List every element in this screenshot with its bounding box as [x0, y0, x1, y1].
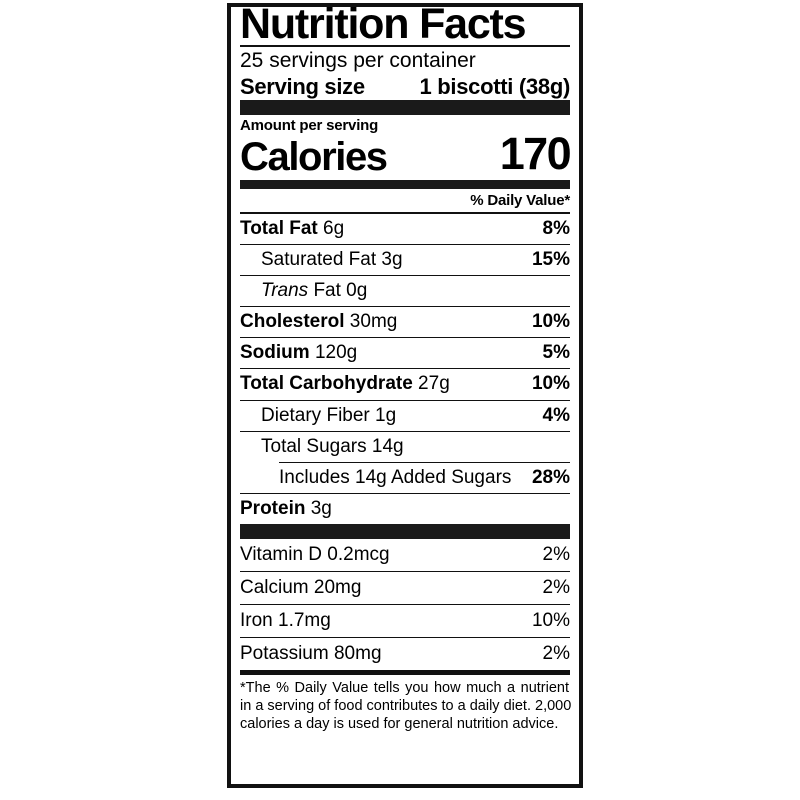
divider-row — [240, 430, 570, 432]
nutrient-name-bold: Sodium — [240, 342, 310, 364]
divider-row — [240, 570, 570, 572]
nutrient-name-bold: Total Carbohydrate — [240, 373, 413, 395]
divider-under-title — [240, 45, 570, 48]
vitamin-name-vitamin-d: Vitamin D 0.2mcg — [240, 543, 390, 565]
divider-row — [240, 275, 570, 277]
vitamin-row-vitamin-d: Vitamin D 0.2mcg 2% — [240, 539, 570, 571]
nutrient-name-dietary-fiber: Dietary Fiber 1g — [261, 404, 397, 426]
nutrient-row-dietary-fiber: Dietary Fiber 1g 4% — [240, 401, 570, 431]
calories-label: Calories — [240, 134, 388, 179]
nutrient-dv-cholesterol: 10% — [531, 311, 570, 333]
divider-under-calories — [240, 179, 570, 189]
nutrient-name-bold: Total Fat — [240, 218, 318, 240]
divider-row — [240, 492, 570, 494]
nutrient-dv-dietary-fiber: 4% — [542, 404, 570, 426]
nutrient-name-saturated-fat: Saturated Fat 3g — [261, 249, 403, 271]
footnote-line-2: in a serving of food contributes to a da… — [240, 698, 572, 715]
divider-row — [240, 399, 570, 401]
vitamin-name-potassium: Potassium 80mg — [240, 642, 382, 664]
nutrient-name-protein: Protein 3g — [240, 498, 332, 520]
serving-size-label: Serving size — [240, 73, 365, 99]
nutrient-row-trans-fat: Trans Fat 0g — [240, 276, 570, 306]
vitamin-row-calcium: Calcium 20mg 2% — [240, 572, 570, 604]
nutrition-facts-label: Nutrition Facts 25 servings per containe… — [227, 0, 583, 788]
calories-value: 170 — [499, 128, 572, 180]
divider-above-footnote — [240, 669, 570, 675]
vitamin-dv-vitamin-d: 2% — [542, 543, 570, 565]
nutrient-row-saturated-fat: Saturated Fat 3g 15% — [240, 245, 570, 275]
serving-size-value: 1 biscotti (38g) — [419, 73, 571, 99]
footnote-line-1: *The % Daily Value tells you how much a … — [240, 679, 569, 696]
nutrient-dv-saturated-fat: 15% — [531, 249, 570, 271]
divider-row — [240, 636, 570, 638]
label-title: Nutrition Facts — [240, 0, 527, 48]
nutrient-dv-added-sugars: 28% — [531, 466, 570, 488]
nutrient-name-trans-fat: Trans Fat 0g — [240, 280, 367, 302]
nutrient-name-total-sugars: Total Sugars 14g — [261, 435, 404, 457]
nutrient-name-bold: Protein — [240, 497, 306, 519]
nutrient-name-rest: 27g — [412, 373, 450, 395]
vitamin-dv-calcium: 2% — [542, 576, 570, 598]
amount-per-serving-label: Amount per serving — [240, 116, 379, 134]
vitamin-row-iron: Iron 1.7mg 10% — [240, 605, 570, 637]
nutrient-row-cholesterol: Cholesterol 30mg 10% — [240, 307, 570, 337]
divider-thick-under-serving — [240, 99, 570, 115]
nutrient-name-added-sugars: Includes 14g Added Sugars — [279, 466, 512, 488]
divider-under-dv-header — [240, 212, 570, 215]
daily-value-header: % Daily Value* — [470, 191, 570, 209]
nutrient-row-total-sugars: Total Sugars 14g — [240, 432, 570, 462]
divider-row — [240, 368, 570, 370]
vitamin-dv-iron: 10% — [531, 609, 570, 631]
nutrient-row-protein: Protein 3g — [240, 494, 570, 524]
nutrient-row-sodium: Sodium 120g 5% — [240, 338, 570, 368]
nutrient-name-total-fat: Total Fat 6g — [240, 218, 344, 240]
serving-size-row: Serving size 1 biscotti (38g) — [240, 74, 570, 100]
footnote: *The % Daily Value tells you how much a … — [240, 675, 572, 734]
nutrient-name-rest: 120g — [309, 342, 358, 364]
divider-row-indented — [279, 461, 570, 463]
nutrient-name-sodium: Sodium 120g — [240, 342, 357, 364]
nutrient-name-rest: 6g — [317, 218, 345, 240]
vitamin-name-iron: Iron 1.7mg — [240, 609, 331, 631]
nutrient-name-total-carbohydrate: Total Carbohydrate 27g — [240, 373, 450, 395]
vitamin-row-potassium: Potassium 80mg 2% — [240, 638, 570, 670]
nutrient-row-added-sugars: Includes 14g Added Sugars 28% — [240, 463, 570, 493]
nutrient-name-rest: Fat 0g — [308, 280, 368, 302]
nutrient-dv-total-carbohydrate: 10% — [531, 373, 570, 395]
calories-row: Calories 170 — [240, 128, 572, 180]
nutrient-row-total-fat: Total Fat 6g 8% — [240, 214, 570, 244]
nutrient-name-bold: Cholesterol — [240, 311, 345, 333]
nutrient-name-italic: Trans — [261, 280, 309, 302]
nutrient-name-rest: 3g — [305, 497, 332, 519]
servings-per-container: 25 servings per container — [240, 49, 476, 73]
nutrient-dv-total-fat: 8% — [542, 218, 570, 240]
divider-thick-under-protein — [240, 523, 570, 539]
vitamin-dv-potassium: 2% — [542, 642, 570, 664]
vitamin-name-calcium: Calcium 20mg — [240, 576, 362, 598]
nutrient-name-rest: 30mg — [344, 311, 398, 333]
footnote-line-3: calories a day is used for general nutri… — [240, 716, 559, 733]
divider-row — [240, 306, 570, 308]
divider-row — [240, 244, 570, 246]
divider-row — [240, 603, 570, 605]
nutrient-row-total-carbohydrate: Total Carbohydrate 27g 10% — [240, 369, 570, 399]
nutrient-dv-sodium: 5% — [542, 342, 570, 364]
divider-row — [240, 337, 570, 339]
nutrient-name-cholesterol: Cholesterol 30mg — [240, 311, 397, 333]
